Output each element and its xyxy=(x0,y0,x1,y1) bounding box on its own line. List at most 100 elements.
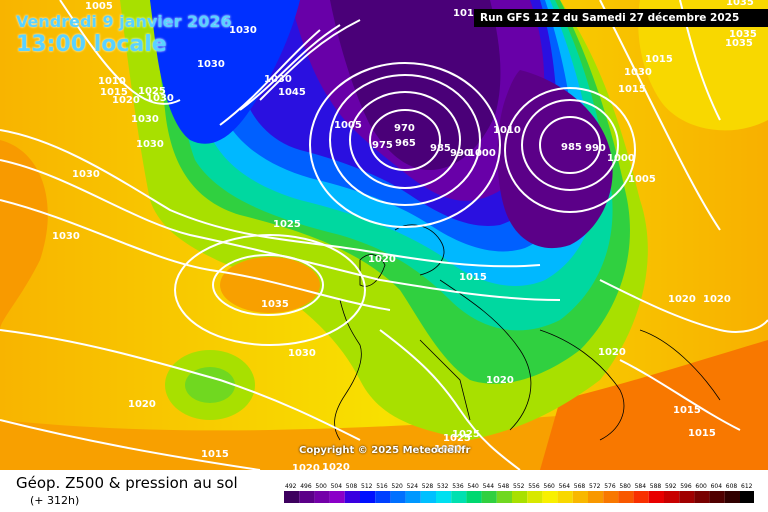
pressure-label: 1010 xyxy=(493,125,521,136)
pressure-label: 1020 xyxy=(434,444,462,455)
colorscale-swatch xyxy=(603,491,619,503)
colorscale-swatch xyxy=(436,491,452,503)
pressure-label: 1015 xyxy=(618,84,646,95)
pressure-label: 1030 xyxy=(131,114,159,125)
pressure-label: 1045 xyxy=(278,87,306,98)
colorscale-swatch xyxy=(284,491,300,503)
pressure-label: 1020 xyxy=(322,462,350,470)
forecast-local-time: 13:00 locale xyxy=(16,32,167,57)
colorscale-tick: 512 xyxy=(361,483,373,490)
colorscale-swatch xyxy=(527,491,543,503)
pressure-label: 1035 xyxy=(725,38,753,49)
pressure-label: 1005 xyxy=(628,174,656,185)
colorscale-tick: 584 xyxy=(635,483,647,490)
zone-northwest xyxy=(150,0,300,144)
colorscale-tick: 548 xyxy=(498,483,510,490)
colorscale-swatch xyxy=(588,491,604,503)
pressure-label: 985 xyxy=(430,143,451,154)
isobars xyxy=(0,0,768,470)
footer: Géop. Z500 & pression au sol (+ 312h) 49… xyxy=(0,470,768,512)
colorscale-tick: 532 xyxy=(437,483,449,490)
colorscale-tick: 520 xyxy=(391,483,403,490)
pressure-label: 1030 xyxy=(229,25,257,36)
colorscale-tick: 592 xyxy=(665,483,677,490)
pressure-label: 1015 xyxy=(100,87,128,98)
colorscale-swatch xyxy=(709,491,725,503)
colorscale-swatch xyxy=(512,491,528,503)
colorscale-swatch xyxy=(572,491,588,503)
zone-eastern-low xyxy=(497,70,613,249)
colorscale-swatch xyxy=(648,491,664,503)
pressure-label: 1020 xyxy=(486,375,514,386)
colorscale-swatch xyxy=(724,491,740,503)
colorscale-swatch xyxy=(360,491,376,503)
colorscale-tick: 552 xyxy=(513,483,525,490)
colorscale-swatch xyxy=(694,491,710,503)
colorscale-tick: 588 xyxy=(650,483,662,490)
colorscale-tick: 612 xyxy=(741,483,753,490)
pressure-labels: 1005 1030 1030 1035 1015 1010 1020 1025 … xyxy=(52,0,757,470)
warm-band-southeast xyxy=(540,340,768,470)
colorscale-swatch xyxy=(420,491,436,503)
atlantic-high-core xyxy=(220,257,320,313)
pressure-label: 1015 xyxy=(201,449,229,460)
pressure-label: 990 xyxy=(450,148,471,159)
colorscale-swatch xyxy=(557,491,573,503)
colorscale-tick: 604 xyxy=(711,483,723,490)
copyright: Copyright © 2025 Meteociel.fr xyxy=(299,445,471,456)
colorscale-swatch xyxy=(679,491,695,503)
colorscale-swatch xyxy=(466,491,482,503)
pressure-label: 1020 xyxy=(292,463,320,470)
pressure-label: 970 xyxy=(394,123,415,134)
pressure-label: 965 xyxy=(395,138,416,149)
pressure-label: 1025 xyxy=(452,429,480,440)
pressure-label: 1025 xyxy=(273,219,301,230)
pressure-label: 1030 xyxy=(264,74,292,85)
forecast-date: Vendredi 9 janvier 2026 xyxy=(16,12,232,31)
colorscale-swatch xyxy=(405,491,421,503)
pressure-label: 1000 xyxy=(607,153,635,164)
colorscale-tick: 596 xyxy=(680,483,692,490)
zone-northeast xyxy=(638,0,768,131)
colorscale-tick: 560 xyxy=(543,483,555,490)
colorscale-swatch xyxy=(618,491,634,503)
zone-southwest-core xyxy=(185,367,235,403)
colorscale-tick: 572 xyxy=(589,483,601,490)
pressure-label: 1015 xyxy=(453,8,481,19)
pressure-label: 1025 xyxy=(138,86,166,97)
colorscale-swatch xyxy=(299,491,315,503)
pressure-label: 1020 xyxy=(703,294,731,305)
pressure-label: 1015 xyxy=(688,428,716,439)
colorscale-tick: 504 xyxy=(331,483,343,490)
colorscale-swatch xyxy=(329,491,345,503)
colorscale-swatch xyxy=(481,491,497,503)
colorscale-tick: 508 xyxy=(346,483,358,490)
pressure-label: 1010 xyxy=(98,76,126,87)
colorscale-swatch xyxy=(542,491,558,503)
pressure-label: 1030 xyxy=(146,93,174,104)
colorscale-tick: 576 xyxy=(604,483,616,490)
colorscale-swatch xyxy=(664,491,680,503)
warm-west xyxy=(0,140,48,330)
colorscale-tick: 564 xyxy=(559,483,571,490)
colorscale-tick: 524 xyxy=(407,483,419,490)
colorscale-swatch xyxy=(740,491,754,503)
pressure-label: 1030 xyxy=(52,231,80,242)
pressure-label: 1030 xyxy=(136,139,164,150)
pressure-label: 1015 xyxy=(645,54,673,65)
colorscale-tick: 580 xyxy=(619,483,631,490)
weather-map: 1005 1030 1030 1035 1015 1010 1020 1025 … xyxy=(0,0,768,470)
pressure-label: 1035 xyxy=(729,29,757,40)
color-scale: 492 496 500 504 508 512 516 520 524 528 532 536 540 5… xyxy=(284,483,754,503)
pressure-label: 1015 xyxy=(673,405,701,416)
colorscale-swatch xyxy=(451,491,467,503)
colorscale-tick: 516 xyxy=(376,483,388,490)
pressure-label: 1035 xyxy=(726,0,754,8)
colorscale-tick: 608 xyxy=(726,483,738,490)
coastlines xyxy=(334,224,721,441)
colorscale-swatch xyxy=(375,491,391,503)
pressure-label: 1020 xyxy=(668,294,696,305)
colorscale-tick: 600 xyxy=(695,483,707,490)
colorscale-swatch xyxy=(344,491,360,503)
colorscale-swatch xyxy=(390,491,406,503)
